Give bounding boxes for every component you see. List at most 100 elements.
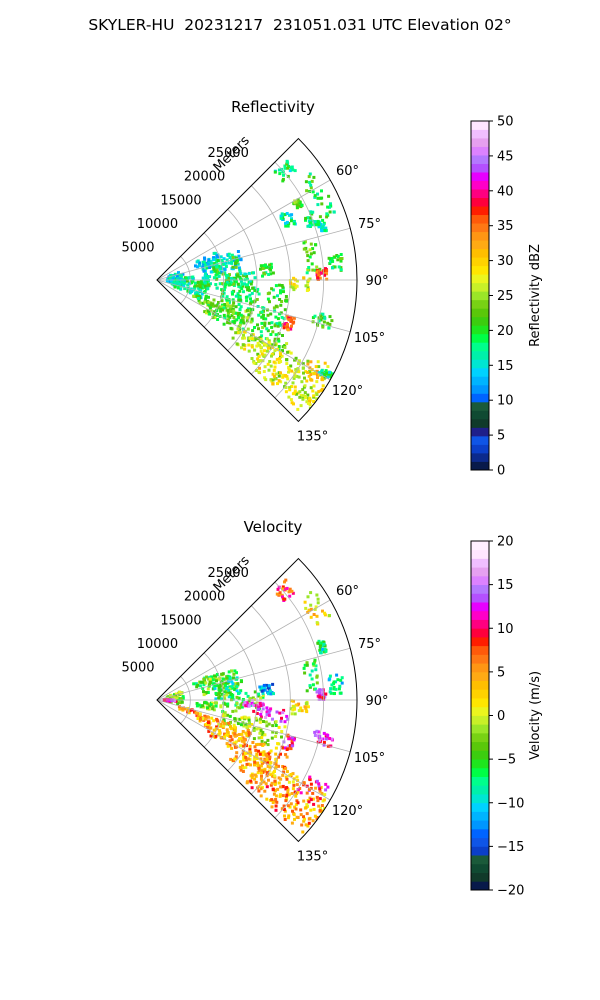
radar-gate	[269, 749, 273, 753]
radar-gate	[239, 689, 243, 693]
colorbar-swatch	[471, 410, 489, 420]
radar-gate	[186, 289, 190, 293]
radar-gate	[243, 282, 246, 286]
radar-gate	[242, 274, 246, 278]
radar-gate	[252, 698, 256, 701]
radar-gate	[227, 301, 231, 304]
radar-gate	[274, 808, 278, 812]
radar-gate	[263, 365, 267, 369]
radar-gate	[232, 676, 235, 680]
radar-gate	[282, 290, 285, 294]
colorbar-swatch	[471, 265, 489, 275]
radar-gate	[303, 817, 306, 821]
radar-gate	[328, 315, 332, 319]
radar-gate	[254, 362, 258, 365]
radar-gate	[292, 282, 296, 286]
radar-gate	[222, 724, 226, 728]
radar-gate	[302, 815, 305, 819]
radar-gate	[193, 286, 197, 290]
radar-gate	[321, 647, 324, 651]
radar-gate	[242, 321, 246, 325]
radar-gate	[170, 696, 174, 699]
radar-gate	[233, 734, 237, 738]
radar-gate	[310, 179, 314, 183]
radar-gate	[247, 271, 251, 275]
radar-gate	[281, 711, 285, 715]
radar-gate	[295, 815, 299, 819]
radar-gate	[304, 216, 308, 220]
radar-gate	[245, 762, 249, 766]
radar-gate	[326, 205, 330, 209]
radar-gate	[215, 268, 219, 272]
radar-gate	[263, 757, 267, 761]
radar-gate	[281, 345, 285, 349]
radar-gate	[238, 289, 242, 293]
radar-gate	[224, 261, 228, 265]
radar-gate	[269, 783, 273, 787]
radar-gate	[256, 764, 260, 768]
radar-gate	[326, 733, 330, 737]
radar-gate	[281, 784, 285, 788]
radar-gate	[297, 359, 301, 363]
radar-gate	[267, 339, 271, 343]
radar-gate	[187, 282, 191, 285]
radar-gate	[236, 327, 240, 331]
radar-gate	[316, 799, 320, 803]
radar-gate	[268, 689, 272, 693]
radar-gate	[309, 252, 313, 256]
radar-gate	[266, 292, 270, 296]
radar-gate	[250, 317, 254, 321]
colorbar-swatch	[471, 231, 489, 241]
radar-gate	[253, 760, 257, 764]
radar-gate	[211, 316, 215, 320]
radar-gate	[217, 271, 221, 275]
radar-gate	[211, 678, 215, 682]
radar-gate	[183, 287, 187, 291]
radar-gate	[330, 257, 334, 260]
radar-gate	[306, 216, 310, 220]
radar-gate	[230, 261, 234, 265]
radar-gate	[231, 307, 235, 311]
radar-gate	[282, 326, 286, 330]
radar-gate	[186, 276, 190, 280]
radar-gate	[326, 321, 330, 325]
radar-gate	[274, 798, 278, 801]
radar-gate	[226, 321, 230, 325]
radar-gate	[316, 641, 320, 645]
radar-gate	[308, 403, 312, 407]
radar-gate	[225, 722, 229, 726]
radar-gate	[311, 662, 315, 666]
radar-gate	[217, 301, 220, 304]
radar-gate	[240, 287, 244, 290]
colorbar-swatch	[471, 384, 489, 394]
radar-gate	[236, 314, 240, 318]
radar-gate	[231, 256, 235, 259]
colorbar-swatch	[471, 376, 489, 386]
radar-gate	[239, 737, 243, 741]
radar-gate	[247, 704, 251, 708]
radar-gate	[255, 718, 259, 722]
radar-gate	[284, 799, 288, 803]
radar-gate	[257, 313, 261, 317]
radar-gate	[316, 734, 320, 738]
radar-gate	[194, 264, 197, 268]
radar-gate	[270, 781, 274, 785]
radar-gate	[311, 190, 315, 194]
radar-gate	[325, 269, 329, 273]
radar-gate	[223, 697, 227, 701]
radar-gate	[328, 674, 332, 678]
radar-gate	[222, 291, 226, 295]
colorbar-swatch	[471, 274, 489, 284]
radar-gate	[253, 276, 257, 280]
colorbar-swatch	[471, 837, 489, 847]
radar-gate	[226, 674, 230, 678]
radar-gate	[311, 371, 315, 375]
radar-gate	[291, 392, 295, 396]
radar-gate	[289, 707, 293, 711]
radar-gate	[318, 648, 322, 652]
radar-gate	[299, 813, 303, 817]
radar-gate	[178, 701, 182, 705]
radar-gate	[314, 605, 318, 609]
radar-gate	[220, 692, 224, 696]
radar-gate	[271, 788, 275, 792]
